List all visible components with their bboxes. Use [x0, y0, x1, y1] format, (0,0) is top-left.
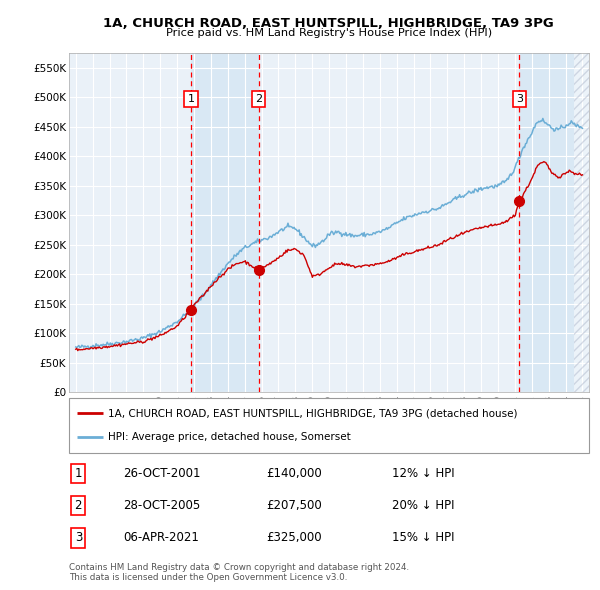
- FancyBboxPatch shape: [69, 398, 589, 453]
- Text: 3: 3: [74, 531, 82, 544]
- Text: 12% ↓ HPI: 12% ↓ HPI: [392, 467, 454, 480]
- Text: £140,000: £140,000: [266, 467, 322, 480]
- Text: 1: 1: [74, 467, 82, 480]
- Text: 28-OCT-2005: 28-OCT-2005: [124, 499, 201, 512]
- Text: 3: 3: [516, 94, 523, 104]
- Bar: [520, 53, 589, 392]
- Text: Contains HM Land Registry data © Crown copyright and database right 2024.: Contains HM Land Registry data © Crown c…: [69, 563, 409, 572]
- Text: £207,500: £207,500: [266, 499, 322, 512]
- Text: 26-OCT-2001: 26-OCT-2001: [124, 467, 201, 480]
- Text: Price paid vs. HM Land Registry's House Price Index (HPI): Price paid vs. HM Land Registry's House …: [166, 28, 492, 38]
- Text: This data is licensed under the Open Government Licence v3.0.: This data is licensed under the Open Gov…: [69, 573, 347, 582]
- Text: 1A, CHURCH ROAD, EAST HUNTSPILL, HIGHBRIDGE, TA9 3PG (detached house): 1A, CHURCH ROAD, EAST HUNTSPILL, HIGHBRI…: [108, 408, 518, 418]
- Bar: [574, 53, 589, 392]
- Text: HPI: Average price, detached house, Somerset: HPI: Average price, detached house, Some…: [108, 432, 351, 442]
- Text: £325,000: £325,000: [266, 531, 322, 544]
- Text: 20% ↓ HPI: 20% ↓ HPI: [392, 499, 454, 512]
- Text: 1: 1: [187, 94, 194, 104]
- Bar: [191, 53, 259, 392]
- Text: 1A, CHURCH ROAD, EAST HUNTSPILL, HIGHBRIDGE, TA9 3PG: 1A, CHURCH ROAD, EAST HUNTSPILL, HIGHBRI…: [103, 17, 554, 30]
- Text: 06-APR-2021: 06-APR-2021: [124, 531, 199, 544]
- Text: 2: 2: [74, 499, 82, 512]
- Text: 2: 2: [255, 94, 262, 104]
- Text: 15% ↓ HPI: 15% ↓ HPI: [392, 531, 454, 544]
